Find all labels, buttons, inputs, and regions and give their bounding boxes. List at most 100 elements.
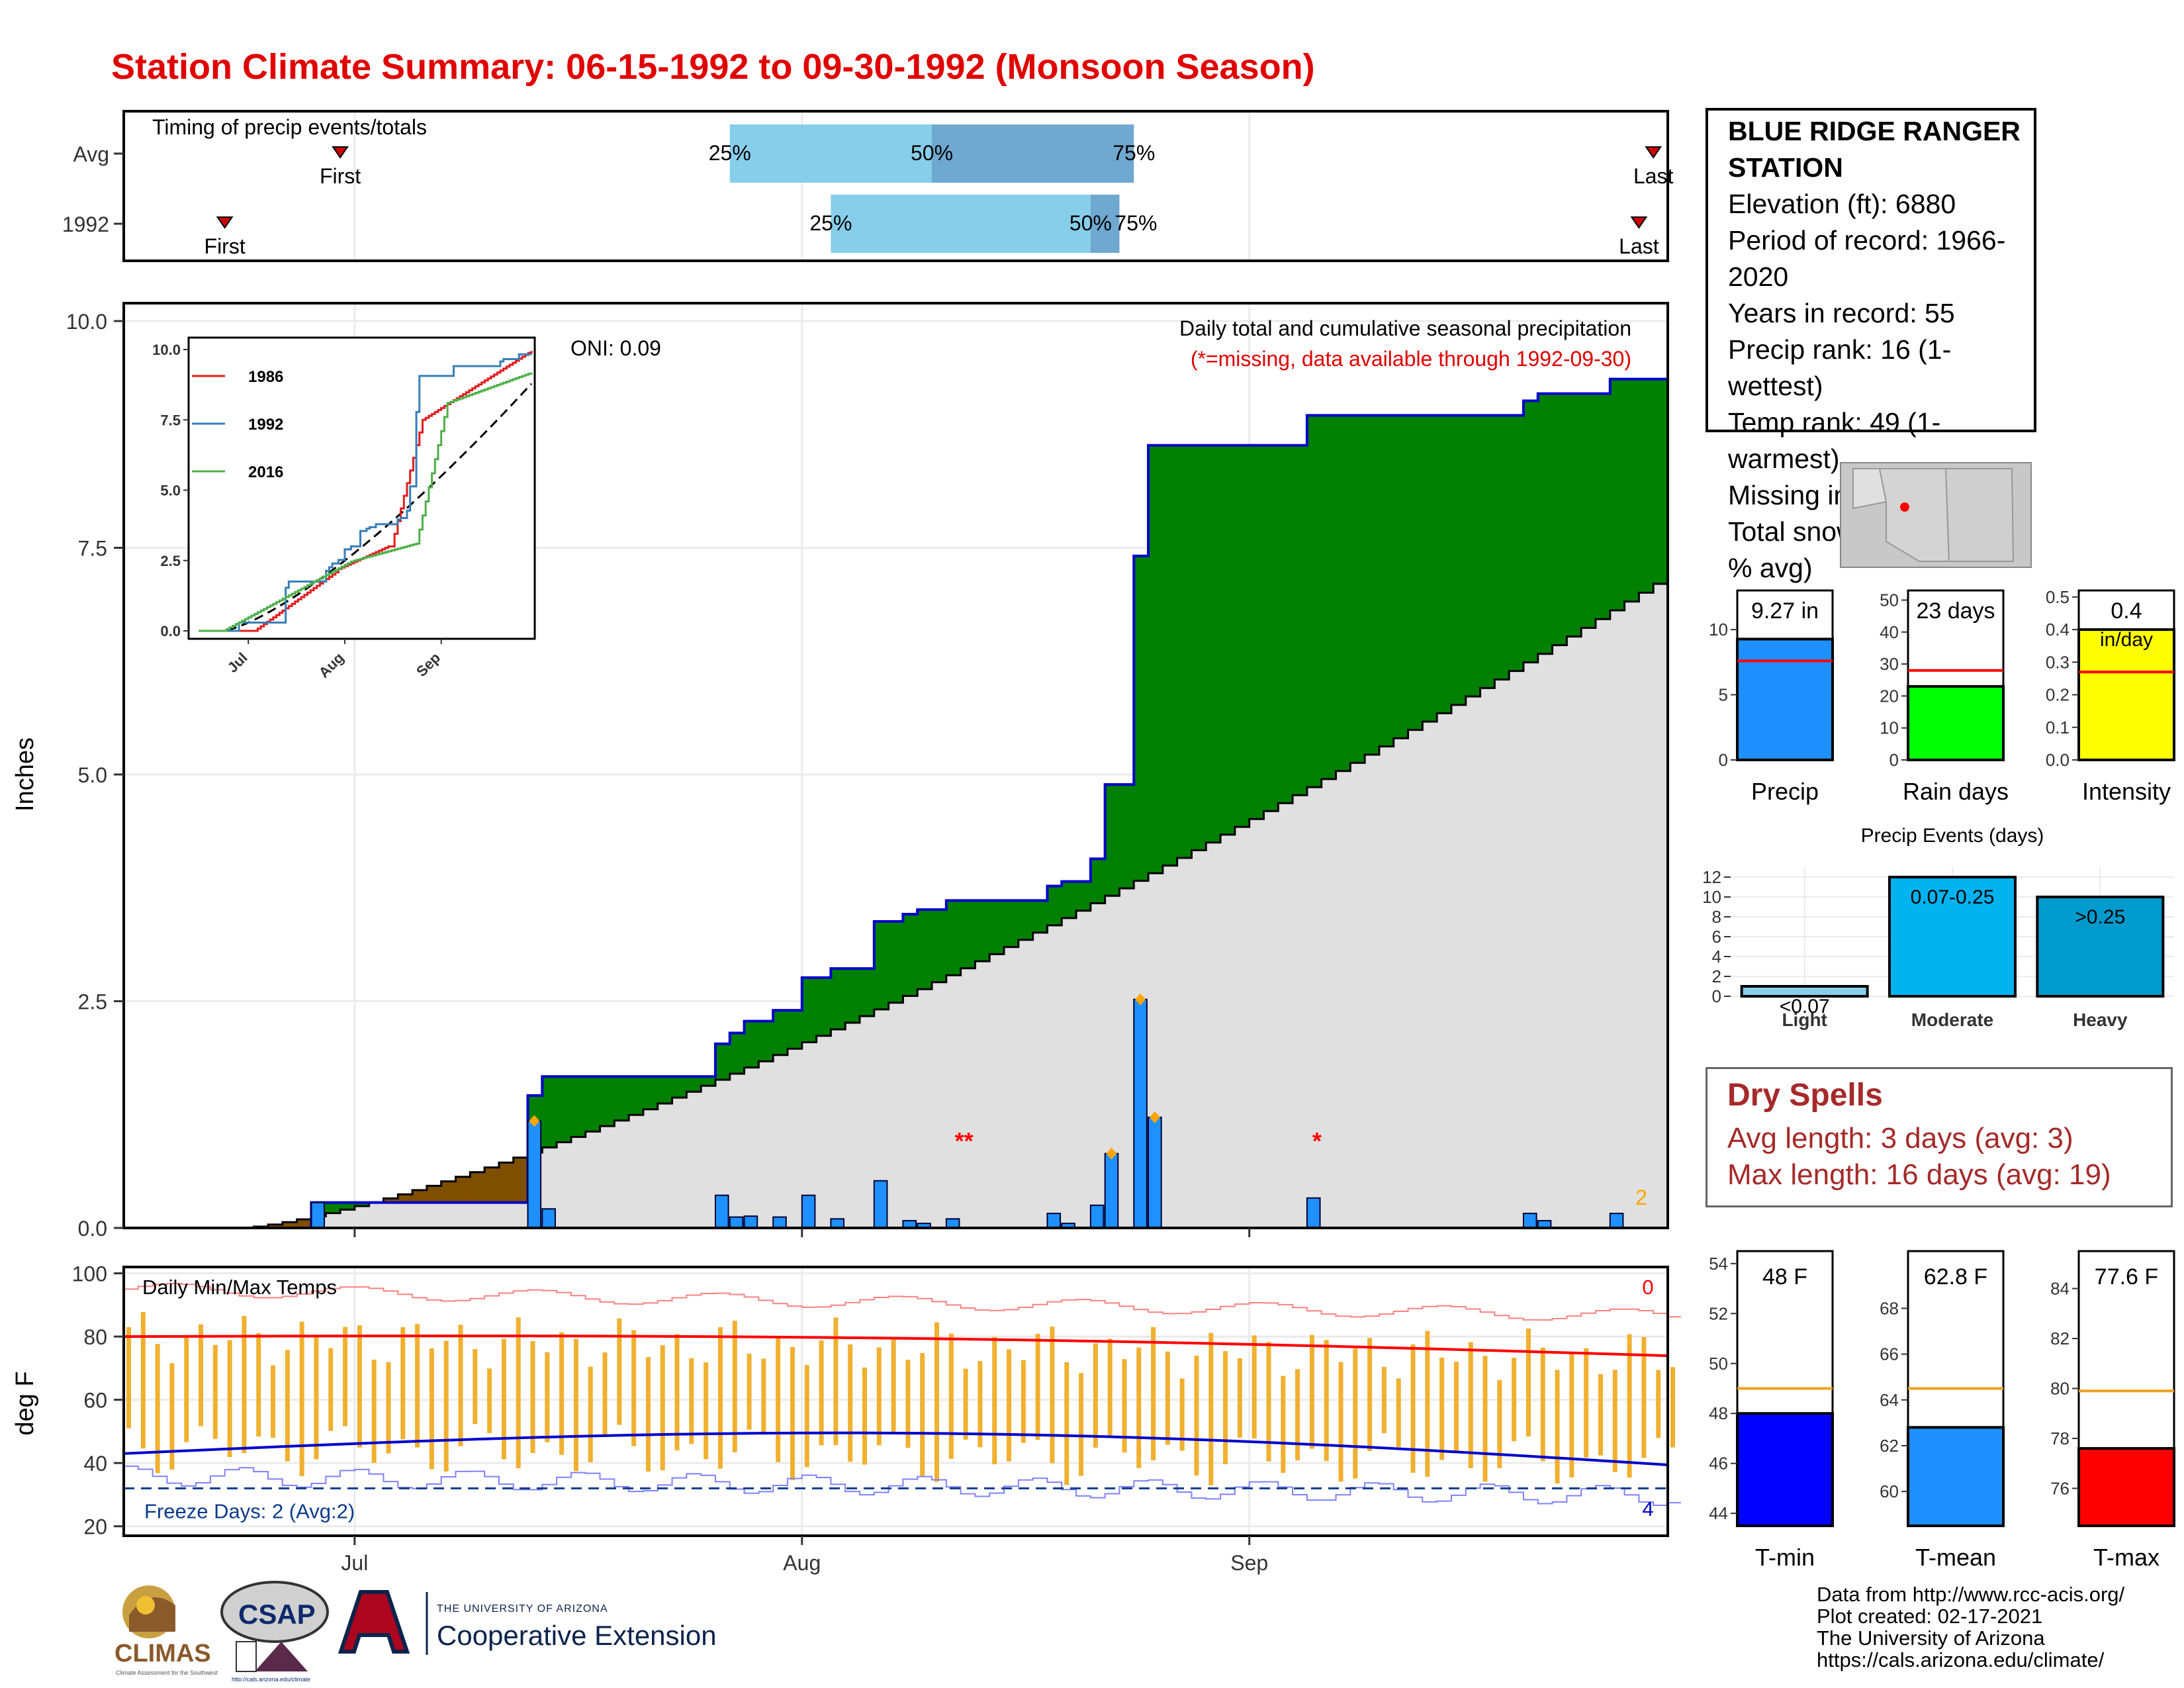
- above-average-segment: [1494, 415, 1510, 680]
- daily-temp-bar: [1208, 1333, 1214, 1485]
- daily-temp-bar: [776, 1336, 781, 1462]
- daily-temp-bar: [285, 1350, 290, 1462]
- inset-series-1992: [199, 353, 531, 632]
- daily-temp-bar: [1050, 1327, 1055, 1464]
- below-average-segment: [426, 1186, 442, 1203]
- precip-events-label-Moderate: Moderate: [1911, 1009, 1993, 1030]
- summary-tick-label-T-min-3: 50: [1709, 1354, 1728, 1374]
- daily-temp-bar: [920, 1353, 925, 1477]
- footer-line-data-source: Data from http://www.rcc-acis.org/: [1817, 1583, 2125, 1606]
- daily-temp-bar: [184, 1336, 189, 1442]
- daily-precip-bar: [1046, 1213, 1062, 1229]
- summary-value-T-max: 77.6 F: [2095, 1264, 2158, 1289]
- avg-cumulative-area: [124, 575, 1668, 1228]
- summary-tick-label-T-max-0: 76: [2050, 1478, 2070, 1498]
- daily-temp-bar: [1151, 1327, 1156, 1461]
- temp-ylabel: deg F: [11, 1371, 39, 1435]
- summary-tick-label-T-min-0: 44: [1709, 1503, 1728, 1523]
- timing-p25-0: 25%: [709, 141, 751, 165]
- daily-temp-bar: [256, 1333, 261, 1437]
- daily-temp-bar: [212, 1344, 218, 1439]
- temp-ytick-label-4: 100: [72, 1262, 107, 1286]
- daily-precip-bar: [743, 1215, 758, 1229]
- timing-last-marker-0: [1645, 146, 1662, 159]
- record-low-line: [124, 1465, 1681, 1506]
- summary-tick-label-Rain days-5: 50: [1880, 590, 1899, 610]
- station-years: Years in record: 55: [1728, 298, 1955, 328]
- daily-precip-bar: [1609, 1213, 1624, 1229]
- daily-temp-bar: [530, 1340, 535, 1454]
- above-average-segment: [1595, 393, 1611, 620]
- summary-tick-label-T-min-5: 54: [1709, 1254, 1728, 1274]
- daily-temp-bar: [848, 1344, 853, 1462]
- above-average-segment: [1523, 400, 1539, 663]
- above-average-segment: [1365, 415, 1380, 755]
- above-average-segment: [903, 914, 918, 996]
- above-average-segment: [1047, 886, 1062, 925]
- daily-temp-bar: [1309, 1335, 1314, 1449]
- above-average-segment: [831, 968, 846, 1029]
- summary-tick-label-T-mean-2: 64: [1880, 1390, 1899, 1410]
- precip-events-tick-label-2: 4: [1712, 947, 1721, 966]
- above-average-segment: [816, 977, 831, 1036]
- precip-events-tick-label-5: 10: [1702, 887, 1721, 907]
- below-average-segment: [470, 1172, 485, 1203]
- daily-temp-bar: [833, 1317, 839, 1446]
- summary-tick-label-Intensity-1: 0.1: [2046, 718, 2070, 737]
- daily-precip-bar: [1522, 1213, 1537, 1229]
- precip-events-bar-text-Heavy: >0.25: [2075, 906, 2125, 928]
- daily-temp-bar: [1035, 1333, 1040, 1440]
- above-average-segment: [1293, 445, 1308, 796]
- cumulative-1992-line: [124, 377, 1668, 1229]
- timing-label: Timing of precip events/totals: [152, 115, 427, 139]
- locator-map: [1840, 462, 2032, 568]
- above-average-segment: [1379, 415, 1394, 747]
- temp-xtick-label-0: Jul: [341, 1551, 368, 1575]
- below-average-segment: [383, 1198, 398, 1203]
- above-average-segment: [542, 1076, 557, 1148]
- daily-temp-bar: [1540, 1347, 1545, 1462]
- precip-events-bar-text-Moderate: 0.07-0.25: [1911, 886, 1995, 908]
- daily-precip-bar: [310, 1201, 326, 1229]
- above-average-segment: [932, 910, 947, 982]
- daily-precip-bar: [1104, 1152, 1119, 1229]
- daily-temp-bar: [1468, 1342, 1473, 1468]
- daily-temp-bar: [862, 1367, 867, 1465]
- above-average-segment: [1004, 900, 1019, 947]
- below-average-segment: [441, 1181, 457, 1203]
- daily-temp-bar: [299, 1321, 304, 1476]
- above-average-segment: [1119, 784, 1134, 888]
- summary-value2-Intensity: in/day: [2100, 629, 2153, 651]
- temp-summary-panels: 48 F 44 46 48 50 52 54 T-min 62.8 F 60 62 64 66 68 T-m…: [1709, 1250, 2175, 1571]
- record-high-line: [124, 1283, 1681, 1321]
- summary-tick-label-T-min-2: 48: [1709, 1403, 1728, 1423]
- inset-frame: [187, 336, 536, 640]
- timing-p25-1: 25%: [809, 211, 852, 235]
- timing-p50-0: 50%: [911, 141, 953, 165]
- daily-temp-bar: [1136, 1347, 1142, 1468]
- timing-last-label-1: Last: [1619, 234, 1659, 258]
- daily-precip-bar: [801, 1194, 816, 1229]
- daily-temp-bar: [819, 1340, 824, 1446]
- daily-temp-bar: [1237, 1358, 1242, 1438]
- summary-tick-label-T-max-3: 82: [2050, 1329, 2070, 1348]
- above-average-segment: [1552, 393, 1567, 645]
- missing-marker-aug: **: [955, 1127, 974, 1154]
- above-average-segment: [1032, 900, 1048, 933]
- climas-logo-subtext: Climate Assessment for the Southwest: [116, 1669, 218, 1676]
- summary-tick-label-T-min-4: 52: [1709, 1303, 1728, 1323]
- above-average-segment: [1148, 445, 1163, 874]
- daily-temp-bar: [948, 1333, 954, 1459]
- daily-temp-bar: [1612, 1370, 1617, 1472]
- summary-value-Rain days: 23 days: [1916, 598, 1995, 624]
- above-average-segment: [1134, 555, 1149, 881]
- above-average-segment: [585, 1076, 601, 1132]
- summary-value-T-mean: 62.8 F: [1924, 1264, 1987, 1289]
- summary-tick-label-Intensity-3: 0.3: [2046, 652, 2070, 672]
- precip-events-tick-label-6: 12: [1702, 867, 1721, 887]
- inset-ytick-label-0: 0.0: [160, 623, 181, 639]
- daily-temp-bar: [473, 1349, 478, 1425]
- daily-temp-bar: [516, 1317, 521, 1468]
- daily-precip-bar: [729, 1216, 744, 1229]
- daily-temp-bar: [155, 1344, 160, 1474]
